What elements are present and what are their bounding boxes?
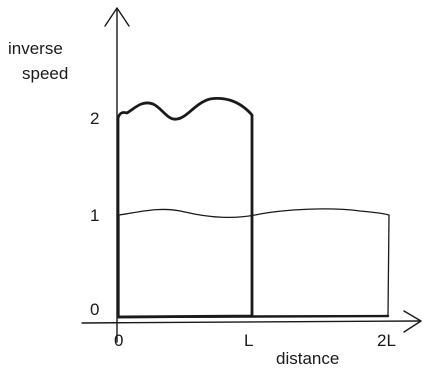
y-axis-label-line1: inverse [8, 39, 63, 58]
inverse-speed-1-region [118, 208, 390, 318]
x-tick-label-2L: 2L [377, 331, 396, 350]
x-tick-label-L: L [244, 331, 253, 350]
y-tick-label-0: 0 [90, 300, 99, 319]
inverse-speed-2-region [116, 97, 254, 319]
y-tick-label-2: 2 [90, 109, 99, 128]
x-axis-arrowhead [403, 310, 422, 333]
y-tick-label-1: 1 [90, 206, 99, 225]
x-tick-label-0: 0 [114, 331, 123, 350]
x-axis-label: distance [276, 349, 339, 368]
y-axis-arrowhead [104, 7, 130, 27]
y-axis-label-line2: speed [22, 64, 68, 83]
x-axis [81, 320, 421, 324]
baseline [116, 314, 390, 319]
